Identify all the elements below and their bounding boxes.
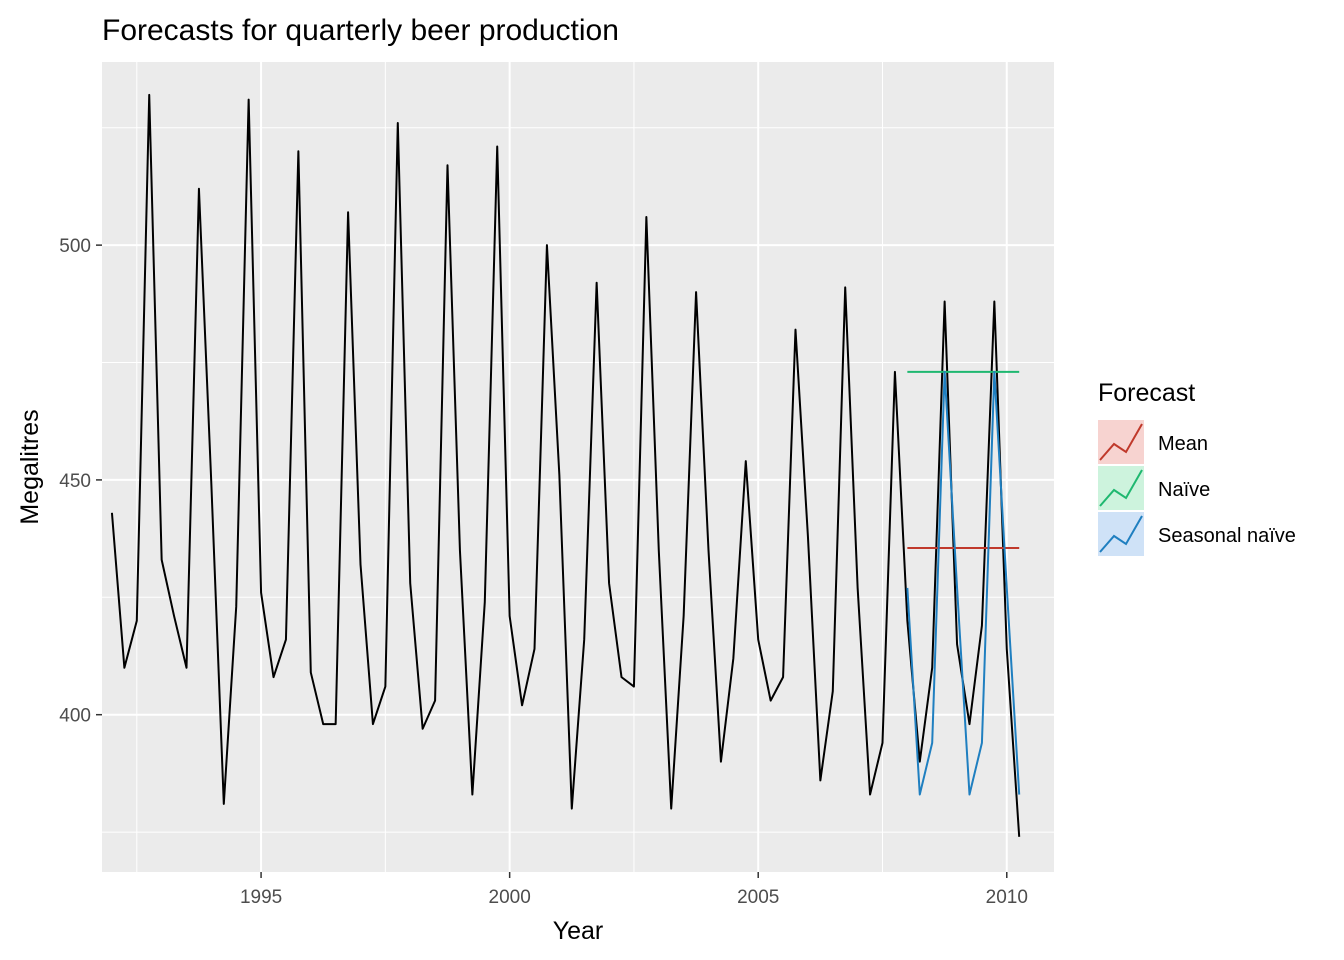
legend: Forecast Mean Naïve Seasonal naïve <box>1098 379 1296 556</box>
legend-key-mean <box>1098 420 1144 464</box>
y-tick-label: 400 <box>59 706 91 727</box>
x-tick-label: 2010 <box>986 887 1028 908</box>
legend-label-naive: Naïve <box>1158 479 1210 501</box>
y-tick-label: 450 <box>59 471 91 492</box>
legend-key-line-naive <box>1099 469 1143 507</box>
series-layer <box>110 93 1021 837</box>
legend-title: Forecast <box>1098 379 1195 407</box>
legend-key-line-seasonal-naive <box>1099 515 1143 553</box>
series-line-seasonal-naive <box>906 370 1021 796</box>
legend-label-mean: Mean <box>1158 433 1208 455</box>
x-axis: 1995 2000 2005 2010 <box>240 872 1028 908</box>
y-axis: 400 450 500 <box>59 236 102 727</box>
chart-title: Forecasts for quarterly beer production <box>102 14 619 47</box>
x-axis-title: Year <box>553 917 604 945</box>
legend-label-seasonal-naive: Seasonal naïve <box>1158 525 1296 547</box>
plot-panel <box>102 62 1054 872</box>
y-axis-title: Megalitres <box>16 409 44 524</box>
observed-series-line <box>110 93 1021 837</box>
legend-key-seasonal-naive <box>1098 512 1144 556</box>
x-tick-label: 2005 <box>737 887 779 908</box>
x-tick-label: 1995 <box>240 887 282 908</box>
x-tick-label: 2000 <box>489 887 531 908</box>
legend-key-line-mean <box>1099 423 1143 461</box>
legend-key-naive <box>1098 466 1144 510</box>
y-tick-label: 500 <box>59 236 91 257</box>
